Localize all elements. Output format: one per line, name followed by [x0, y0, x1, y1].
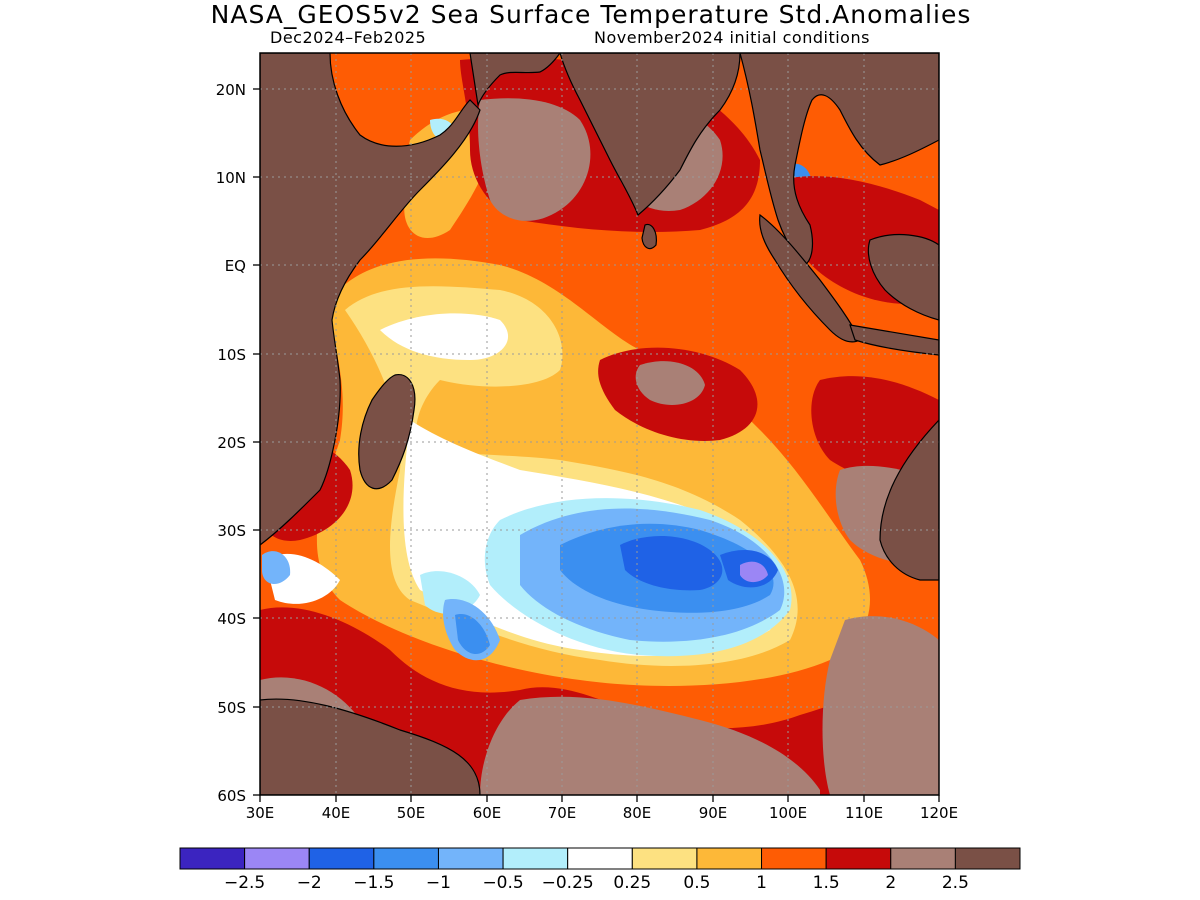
anomaly-region-23: [811, 376, 939, 484]
chart-title: NASA_GEOS5v2 Sea Surface Temperature Std…: [210, 0, 972, 29]
india-land: [559, 53, 741, 216]
anomaly-region-29: [480, 696, 820, 795]
lat-tick-label: 30S: [217, 522, 246, 540]
colorbar-label: −1.5: [353, 873, 394, 893]
lon-tick-label: 30E: [246, 804, 275, 822]
lat-tick-label: 20S: [217, 434, 246, 452]
anomaly-region-25: [478, 98, 591, 221]
colorbar-label: −1: [426, 873, 451, 893]
borneo-land: [867, 234, 939, 321]
lat-tick-label: 60S: [217, 787, 246, 805]
map-frame: [259, 52, 940, 796]
anomaly-region-12: [262, 551, 291, 585]
colorbar-label: −0.25: [542, 873, 594, 893]
anomaly-region-18: [740, 561, 768, 583]
lat-tick-label: 20N: [216, 81, 246, 99]
colorbar-swatch: [373, 847, 439, 870]
colorbar-label: 1: [756, 873, 767, 893]
lon-tick-label: 120E: [920, 804, 958, 822]
lat-tick-label: 40S: [217, 610, 246, 628]
southeast-asia-land: [739, 53, 939, 266]
colorbar-label: 0.5: [683, 873, 710, 893]
colorbar-swatch: [825, 847, 892, 870]
java-land: [849, 324, 939, 356]
colorbar-swatch: [437, 847, 504, 870]
colorbar-swatch: [761, 847, 827, 870]
lat-tick-label: 10N: [216, 169, 246, 187]
arabia-upper-land: [469, 53, 561, 108]
colorbar-swatch: [244, 847, 310, 870]
colorbar-label: −0.5: [482, 873, 523, 893]
anomaly-region-16: [620, 535, 723, 591]
sumatra-land: [759, 213, 861, 343]
colorbar-swatch: [567, 847, 633, 870]
colorbar-label: 2: [885, 873, 896, 893]
colorbar-swatch: [696, 847, 763, 870]
colorbar-label: −2: [297, 873, 322, 893]
tick-marks: [253, 88, 940, 802]
colorbar-label: −2.5: [224, 873, 265, 893]
lon-tick-label: 40E: [322, 804, 351, 822]
colorbar-swatch: [308, 847, 375, 870]
lat-tick-label: 50S: [217, 699, 246, 717]
anomaly-region-27: [635, 361, 705, 405]
latitude-labels: 20N 10N EQ 10S 20S 30S 40S 50S 60S: [216, 81, 246, 805]
anomaly-region-31: [822, 616, 939, 795]
colorbar-swatch: [179, 847, 246, 870]
sri-lanka-land: [641, 223, 657, 250]
longitude-labels: 30E 40E 50E 60E 70E 80E 90E 100E 110E 12…: [246, 804, 958, 822]
lon-tick-label: 100E: [769, 804, 807, 822]
africa-arabia-land: [260, 53, 481, 546]
lat-tick-label: 10S: [217, 346, 246, 364]
colorbar-swatch: [954, 847, 1021, 870]
land-masses: [260, 53, 939, 795]
lon-tick-label: 70E: [548, 804, 577, 822]
lon-tick-label: 60E: [473, 804, 502, 822]
anomaly-region-4: [380, 313, 509, 360]
lon-tick-label: 50E: [397, 804, 426, 822]
gridlines: [260, 53, 939, 795]
lon-tick-label: 90E: [699, 804, 728, 822]
lat-tick-label: EQ: [225, 257, 246, 275]
lon-tick-label: 80E: [623, 804, 652, 822]
australia-land: [879, 419, 939, 581]
madagascar-land: [358, 374, 416, 490]
forecast-period: Dec2024–Feb2025: [270, 28, 427, 47]
colorbar: −2.5 −2 −1.5 −1 −0.5 −0.25 0.25 0.5 1 1.5 2 2.5: [179, 847, 1021, 893]
antarctic-land: [260, 698, 481, 795]
colorbar-label: 1.5: [813, 873, 840, 893]
colorbar-swatch: [631, 847, 698, 870]
colorbar-label: 2.5: [942, 873, 969, 893]
initial-conditions: November2024 initial conditions: [594, 28, 870, 47]
colorbar-swatch: [890, 847, 956, 870]
map-field: [260, 53, 939, 795]
colorbar-swatch: [502, 847, 569, 870]
colorbar-label: 0.25: [613, 873, 651, 893]
anomaly-region-14: [455, 614, 490, 655]
lon-tick-label: 110E: [845, 804, 883, 822]
